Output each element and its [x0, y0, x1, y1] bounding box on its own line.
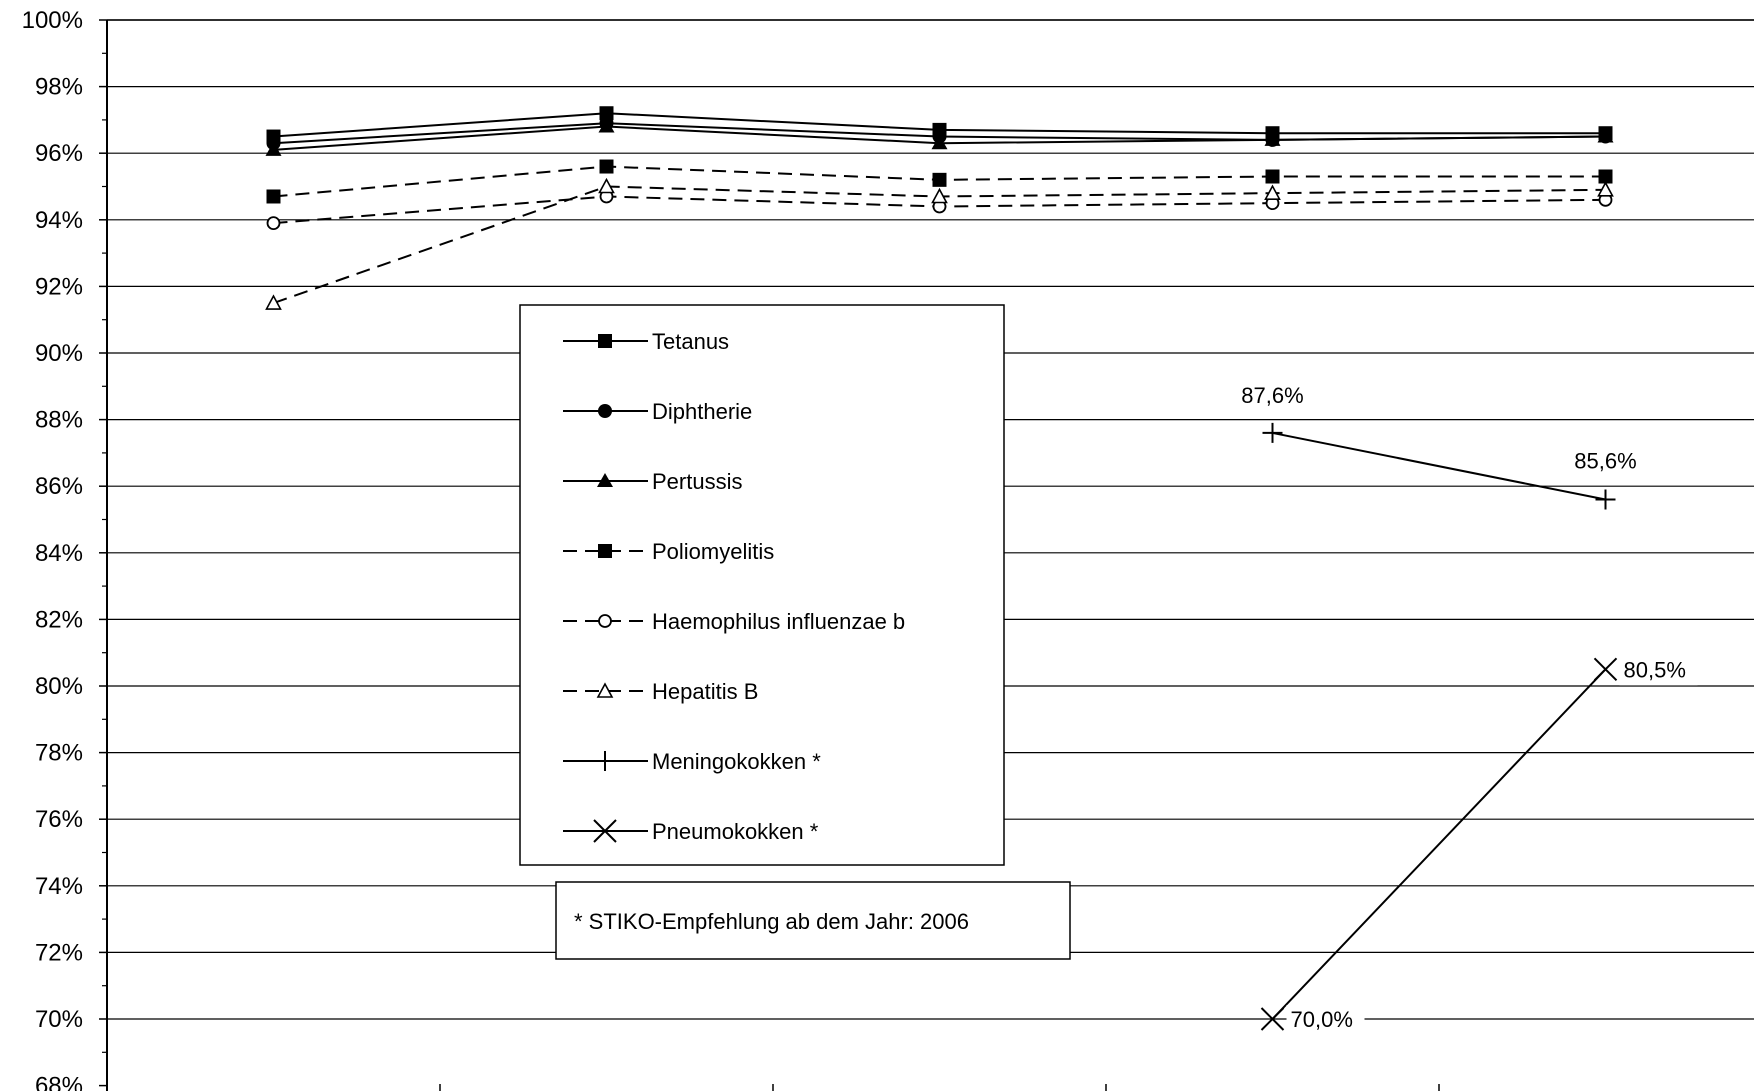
legend-marker-hepatitis-b — [596, 682, 614, 698]
y-tick-label: 86% — [35, 473, 83, 500]
y-tick-label: 98% — [35, 74, 83, 101]
y-tick-label: 78% — [35, 740, 83, 767]
data-label-background — [1286, 1005, 1365, 1035]
y-tick-label: 68% — [35, 1073, 83, 1091]
legend-label-tetanus: Tetanus — [652, 329, 729, 354]
y-tick-labels: 68% 70% 72% 74% 76% 78% 80% 82% 84% 86% 88% 90% 92% 9… — [22, 7, 83, 1091]
legend: Tetanus Diphtherie Pertussis Poliomyelitis H… — [519, 304, 1005, 866]
data-point-poliomyelitis — [932, 172, 947, 187]
data-point-pertussis — [265, 141, 282, 156]
note-box: * STIKO-Empfehlung ab dem Jahr: 2006 — [555, 881, 1071, 960]
data-point-hepatitis-b — [1264, 184, 1281, 200]
y-tick-label: 82% — [35, 606, 83, 633]
y-tick-label: 90% — [35, 340, 83, 367]
data-label-background — [1619, 655, 1698, 686]
data-label: 80,5% — [1624, 657, 1686, 682]
series-line-meningokokken — [1272, 431, 1606, 501]
y-tick-label: 70% — [35, 1006, 83, 1033]
data-point-pneumokokken — [1593, 657, 1618, 682]
data-point-meningokokken — [1595, 489, 1616, 510]
legend-box — [519, 304, 1005, 866]
legend-marker-meningokokken — [595, 751, 615, 771]
legend-label-hepatitis-b: Hepatitis B — [652, 679, 758, 704]
legend-marker-diphtherie — [598, 404, 612, 418]
legend-marker-haemophilus-influenzae-b — [598, 614, 612, 628]
data-point-hepatitis-b — [931, 187, 948, 204]
legend-label-meningokokken: Meningokokken * — [652, 749, 821, 774]
legend-label-haemophilus-influenzae-b: Haemophilus influenzae b — [652, 609, 905, 634]
legend-label-pertussis: Pertussis — [652, 469, 742, 494]
data-point-hepatitis-b — [1597, 181, 1614, 197]
axes — [99, 19, 1754, 1091]
legend-marker-pertussis — [597, 473, 613, 487]
y-tick-label: 96% — [35, 140, 83, 167]
data-point-poliomyelitis — [1265, 169, 1280, 184]
y-tick-label: 80% — [35, 673, 83, 700]
data-label: 85,6% — [1574, 449, 1636, 474]
data-point-hepatitis-b — [598, 177, 615, 194]
data-point-pertussis — [598, 118, 615, 133]
legend-marker-poliomyelitis — [598, 544, 612, 558]
y-tick-label: 94% — [35, 207, 83, 234]
legend-marker-tetanus — [598, 334, 612, 348]
legend-label-diphtherie: Diphtherie — [652, 399, 752, 424]
data-point-tetanus — [599, 106, 614, 121]
data-point-hepatitis-b — [265, 294, 282, 310]
y-tick-label: 76% — [35, 806, 83, 833]
legend-marker-pneumokokken — [593, 819, 617, 843]
data-point-poliomyelitis — [1598, 169, 1613, 184]
data-point-pertussis — [1597, 128, 1614, 143]
y-tick-label: 74% — [35, 873, 83, 900]
data-point-poliomyelitis — [266, 189, 281, 204]
note-text: * STIKO-Empfehlung ab dem Jahr: 2006 — [574, 909, 969, 934]
data-point-pertussis — [1264, 131, 1281, 146]
legend-label-pneumokokken: Pneumokokken * — [652, 819, 819, 844]
data-label: 70,0% — [1291, 1007, 1353, 1032]
data-point-pertussis — [931, 135, 948, 150]
data-point-pneumokokken — [1260, 1007, 1285, 1031]
y-tick-label: 88% — [35, 407, 83, 434]
data-point-poliomyelitis — [599, 159, 614, 174]
series-group — [265, 106, 1618, 1031]
y-tick-label: 72% — [35, 939, 83, 966]
y-tick-label: 84% — [35, 540, 83, 567]
data-label: 87,6% — [1241, 383, 1303, 408]
data-point-haemophilus-influenzae-b — [266, 216, 281, 231]
data-labels: 87,6% 85,6% 70,0% 80,5% — [1241, 383, 1698, 1035]
legend-label-poliomyelitis: Poliomyelitis — [652, 539, 774, 564]
y-tick-label: 100% — [22, 7, 83, 34]
series-line-pneumokokken — [1271, 668, 1607, 1020]
y-tick-label: 92% — [35, 273, 83, 300]
data-point-meningokokken — [1262, 422, 1283, 443]
note-frame — [555, 881, 1071, 960]
